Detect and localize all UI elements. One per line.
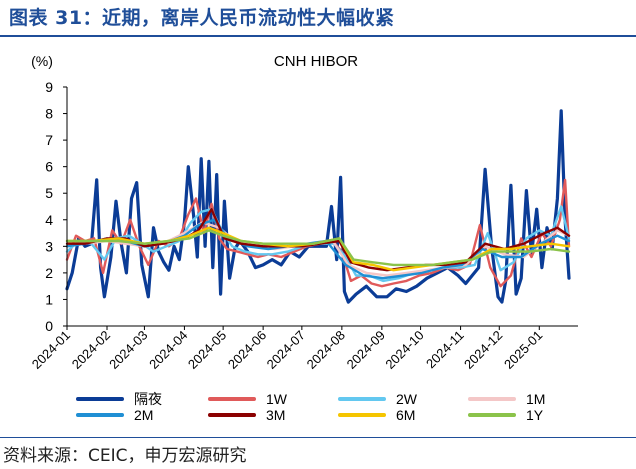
y-tick-label: 2 bbox=[45, 265, 53, 281]
legend-label-7: 1Y bbox=[526, 407, 544, 423]
legend-label-1: 1W bbox=[266, 391, 288, 407]
x-tick-label: 2024-04 bbox=[146, 328, 190, 372]
series-line-7 bbox=[65, 229, 571, 267]
x-tick-label: 2024-09 bbox=[344, 328, 388, 372]
legend: 隔夜 1W 2W 1M 2M 3M 6M 1Y bbox=[76, 391, 545, 423]
legend-label-3: 1M bbox=[526, 391, 545, 407]
x-tick-label: 2025-01 bbox=[501, 328, 545, 372]
y-tick-label: 4 bbox=[45, 212, 53, 228]
heading-divider bbox=[0, 35, 636, 37]
legend-label-5: 3M bbox=[266, 407, 285, 423]
legend-label-6: 6M bbox=[396, 407, 415, 423]
series-line-5 bbox=[65, 207, 571, 272]
x-tick-label: 2024-12 bbox=[461, 328, 505, 372]
line-chart: CNH HIBOR (%) 01234567892024-012024-0220… bbox=[29, 53, 578, 423]
chart-title: CNH HIBOR bbox=[274, 53, 358, 70]
x-tick-label: 2024-03 bbox=[106, 328, 150, 372]
y-tick-label: 3 bbox=[45, 238, 53, 254]
x-tick-label: 2024-02 bbox=[69, 328, 113, 372]
figure-heading-text: 图表 31：近期，离岸人民币流动性大幅收紧 bbox=[9, 7, 395, 29]
x-tick-label: 2024-08 bbox=[304, 328, 348, 372]
source-divider bbox=[0, 437, 636, 438]
x-tick-label: 2024-01 bbox=[29, 328, 73, 372]
y-tick-label: 8 bbox=[45, 106, 53, 122]
x-tick-label: 2024-11 bbox=[423, 328, 467, 372]
source-note: 资料来源：CEIC，申万宏源研究 bbox=[3, 446, 247, 466]
y-tick-label: 5 bbox=[45, 185, 53, 201]
y-tick-label: 9 bbox=[45, 79, 53, 95]
y-tick-label: 0 bbox=[45, 318, 53, 334]
legend-label-4: 2M bbox=[134, 407, 153, 423]
y-tick-label: 7 bbox=[45, 132, 53, 148]
x-tick-label: 2024-06 bbox=[225, 328, 269, 372]
legend-label-0: 隔夜 bbox=[134, 391, 162, 407]
figure-heading: 图表 31：近期，离岸人民币流动性大幅收紧 bbox=[0, 0, 636, 37]
y-tick-label: 6 bbox=[45, 159, 53, 175]
x-tick-label: 2024-05 bbox=[185, 328, 229, 372]
y-tick-label: 1 bbox=[45, 291, 53, 307]
x-tick-label: 2024-10 bbox=[382, 328, 426, 372]
series-layer bbox=[65, 109, 571, 304]
x-tick-label: 2024-07 bbox=[264, 328, 308, 372]
axes-layer: 01234567892024-012024-022024-032024-0420… bbox=[29, 79, 578, 372]
legend-label-2: 2W bbox=[396, 391, 418, 407]
y-axis-label: (%) bbox=[31, 53, 53, 69]
